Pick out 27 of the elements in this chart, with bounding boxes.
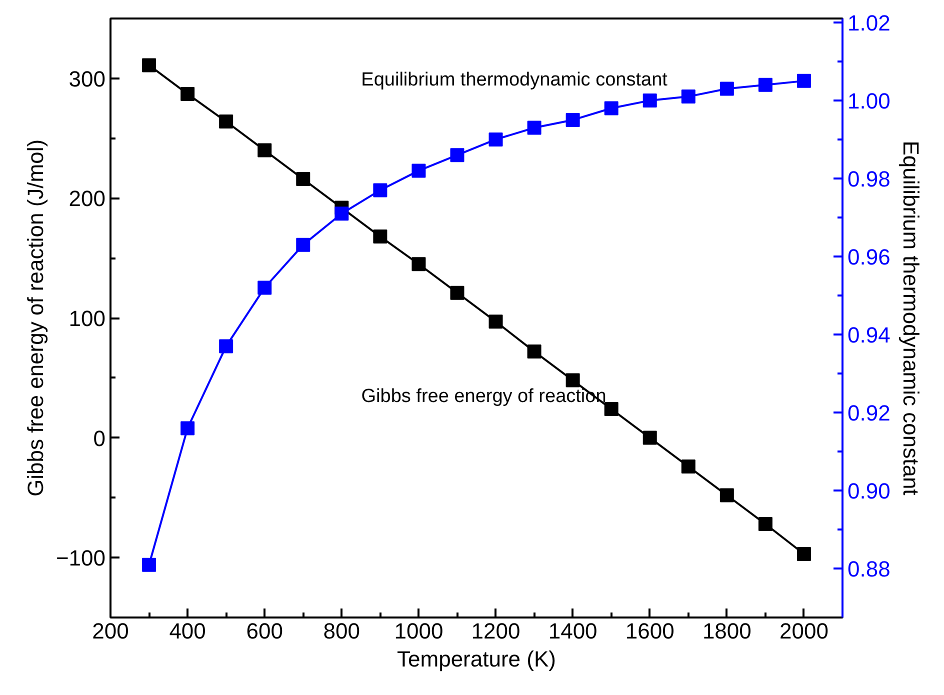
x-tick-label: 600: [246, 618, 283, 644]
x-tick-label: 800: [323, 618, 360, 644]
x-tick-label: 1400: [548, 618, 598, 644]
y2-tick-label: 0.96: [848, 244, 890, 270]
y2-tick-label: 0.98: [848, 166, 890, 192]
x-tick-label: 200: [92, 618, 129, 644]
y-tick-label: 0: [93, 426, 106, 451]
x-tick-label: 1600: [625, 618, 674, 644]
x-tick-label: 2000: [780, 618, 828, 644]
x-tick-label: 1000: [394, 618, 444, 644]
series-label: Equilibrium thermodynamic constant: [361, 69, 668, 90]
y-tick-label: 200: [68, 186, 106, 212]
y2-tick-label: 1.00: [848, 88, 890, 114]
y2-tick-label: 1.02: [848, 10, 890, 36]
y-axis-title: Gibbs free energy of reaction (J/mol): [22, 139, 48, 497]
y-tick-label: 100: [68, 306, 106, 331]
x-tick-label: 1800: [702, 618, 752, 644]
y2-tick-label: 0.94: [848, 322, 890, 348]
y2-tick-label: 0.92: [848, 400, 890, 426]
y-tick-label: −100: [56, 546, 106, 571]
y2-tick-label: 0.90: [848, 478, 890, 504]
y2-axis-title: Equilibrium thermodynamic constant: [898, 140, 924, 496]
x-tick-label: 1200: [471, 618, 520, 644]
y2-tick-label: 0.88: [848, 556, 890, 582]
y-tick-label: 300: [68, 66, 106, 92]
x-axis-title: Temperature (K): [397, 646, 556, 672]
x-tick-label: 400: [169, 618, 206, 644]
